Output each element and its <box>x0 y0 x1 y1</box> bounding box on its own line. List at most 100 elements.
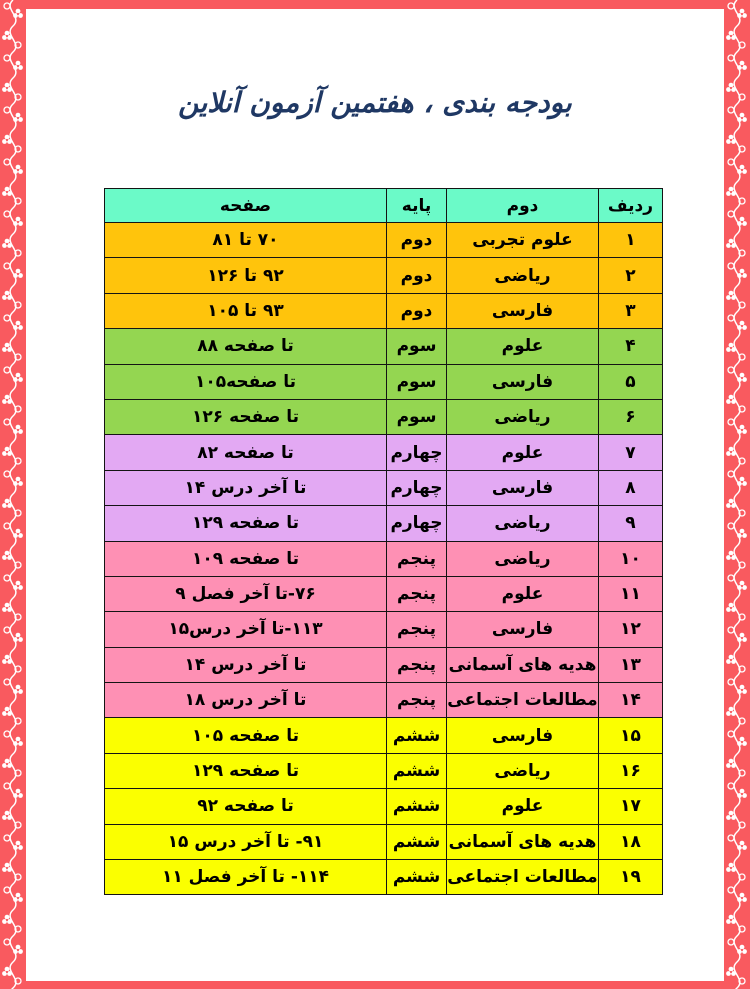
cell-page: تا آخر درس ۱۴ <box>104 469 387 507</box>
table-row: ۸ فارسی چهارم تا آخر درس ۱۴ <box>104 469 663 507</box>
cell-subject: ریاضی <box>446 257 599 294</box>
cell-radif: ۱۳ <box>598 646 663 684</box>
cell-subject: فارسی <box>446 717 599 754</box>
cell-grade: ششم <box>386 717 447 754</box>
table-row: ۱۸ هدیه های آسمانی ششم ۹۱- تا آخر درس ۱۵ <box>104 823 663 861</box>
cell-radif: ۵ <box>598 363 663 400</box>
cell-subject: مطالعات اجتماعی <box>446 682 599 719</box>
table-header-row: ردیف دوم پایه صفحه <box>104 188 663 223</box>
cell-grade: چهارم <box>386 434 447 471</box>
table-row: ۱۹ مطالعات اجتماعی ششم ۱۱۴- تا آخر فصل ۱… <box>104 859 663 896</box>
cell-grade: چهارم <box>386 469 447 507</box>
floral-vine-pattern-icon <box>726 0 747 989</box>
cell-page: تا آخر درس ۱۴ <box>104 646 387 684</box>
cell-grade: پنجم <box>386 611 447 648</box>
cell-page: تا صفحه ۸۸ <box>104 328 387 365</box>
cell-grade: ششم <box>386 788 447 825</box>
cell-radif: ۶ <box>598 398 663 436</box>
table-row: ۳ فارسی دوم ۹۳ تا ۱۰۵ <box>104 292 663 330</box>
cell-radif: ۱۱ <box>598 575 663 613</box>
cell-grade: دوم <box>386 221 447 259</box>
cell-radif: ۱۹ <box>598 859 663 896</box>
table-row: ۷ علوم چهارم تا صفحه ۸۲ <box>104 434 663 471</box>
cell-page: ۹۱- تا آخر درس ۱۵ <box>104 823 387 861</box>
header-radif: ردیف <box>598 188 663 223</box>
cell-grade: دوم <box>386 292 447 330</box>
cell-grade: ششم <box>386 823 447 861</box>
table-row: ۱۶ ریاضی ششم تا صفحه ۱۲۹ <box>104 752 663 790</box>
cell-page: تا صفحه ۱۰۵ <box>104 717 387 754</box>
decorative-border-left <box>0 0 26 989</box>
cell-radif: ۷ <box>598 434 663 471</box>
cell-subject: ریاضی <box>446 752 599 790</box>
cell-grade: پنجم <box>386 540 447 577</box>
cell-subject: علوم تجربی <box>446 221 599 259</box>
cell-radif: ۱۰ <box>598 540 663 577</box>
cell-grade: سوم <box>386 398 447 436</box>
cell-radif: ۴ <box>598 328 663 365</box>
cell-subject: مطالعات اجتماعی <box>446 859 599 896</box>
cell-subject: ریاضی <box>446 398 599 436</box>
table-row: ۱۱ علوم پنجم ۷۶-تا آخر فصل ۹ <box>104 575 663 613</box>
cell-page: تا صفحه ۹۲ <box>104 788 387 825</box>
cell-grade: سوم <box>386 363 447 400</box>
table-row: ۱۵ فارسی ششم تا صفحه ۱۰۵ <box>104 717 663 754</box>
cell-page: تا صفحه ۸۲ <box>104 434 387 471</box>
cell-page: ۷۶-تا آخر فصل ۹ <box>104 575 387 613</box>
cell-subject: فارسی <box>446 363 599 400</box>
cell-page: تا صفحه ۱۲۹ <box>104 505 387 542</box>
cell-page: تا صفحه ۱۲۹ <box>104 752 387 790</box>
decorative-border-right <box>724 0 750 989</box>
header-grade: پایه <box>386 188 447 223</box>
cell-page: تا صفحه ۱۰۹ <box>104 540 387 577</box>
table-row: ۲ ریاضی دوم ۹۲ تا ۱۲۶ <box>104 257 663 294</box>
page-title: بودجه بندی ، هفتمین آزمون آنلاین <box>178 86 572 119</box>
table-row: ۵ فارسی سوم تا صفحه۱۰۵ <box>104 363 663 400</box>
table-row: ۶ ریاضی سوم تا صفحه ۱۲۶ <box>104 398 663 436</box>
table-row: ۱۴ مطالعات اجتماعی پنجم تا آخر درس ۱۸ <box>104 682 663 719</box>
cell-page: ۱۱۳-تا آخر درس۱۵ <box>104 611 387 648</box>
cell-subject: ریاضی <box>446 505 599 542</box>
table-row: ۹ ریاضی چهارم تا صفحه ۱۲۹ <box>104 505 663 542</box>
cell-radif: ۱۲ <box>598 611 663 648</box>
cell-radif: ۲ <box>598 257 663 294</box>
cell-grade: پنجم <box>386 646 447 684</box>
cell-subject: فارسی <box>446 611 599 648</box>
header-page: صفحه <box>104 188 387 223</box>
cell-page: ۱۱۴- تا آخر فصل ۱۱ <box>104 859 387 896</box>
cell-radif: ۱۵ <box>598 717 663 754</box>
budget-table: ردیف دوم پایه صفحه ۱ علوم تجربی دوم ۷۰ ت… <box>104 188 663 896</box>
cell-radif: ۹ <box>598 505 663 542</box>
header-subject: دوم <box>446 188 599 223</box>
cell-grade: پنجم <box>386 682 447 719</box>
cell-subject: فارسی <box>446 469 599 507</box>
cell-page: ۷۰ تا ۸۱ <box>104 221 387 259</box>
cell-subject: علوم <box>446 434 599 471</box>
cell-subject: هدیه های آسمانی <box>446 823 599 861</box>
cell-radif: ۱۸ <box>598 823 663 861</box>
cell-page: تا صفحه ۱۲۶ <box>104 398 387 436</box>
cell-radif: ۸ <box>598 469 663 507</box>
decorative-border-bottom <box>0 981 750 989</box>
cell-radif: ۱ <box>598 221 663 259</box>
cell-radif: ۳ <box>598 292 663 330</box>
cell-radif: ۱۶ <box>598 752 663 790</box>
cell-page: ۹۳ تا ۱۰۵ <box>104 292 387 330</box>
cell-grade: چهارم <box>386 505 447 542</box>
cell-page: ۹۲ تا ۱۲۶ <box>104 257 387 294</box>
cell-subject: ریاضی <box>446 540 599 577</box>
cell-subject: علوم <box>446 328 599 365</box>
table-row: ۱۲ فارسی پنجم ۱۱۳-تا آخر درس۱۵ <box>104 611 663 648</box>
cell-page: تا صفحه۱۰۵ <box>104 363 387 400</box>
cell-grade: ششم <box>386 752 447 790</box>
table-row: ۴ علوم سوم تا صفحه ۸۸ <box>104 328 663 365</box>
table-row: ۱۳ هدیه های آسمانی پنجم تا آخر درس ۱۴ <box>104 646 663 684</box>
decorative-border-top <box>0 0 750 9</box>
cell-radif: ۱۴ <box>598 682 663 719</box>
cell-grade: سوم <box>386 328 447 365</box>
table-row: ۱۷ علوم ششم تا صفحه ۹۲ <box>104 788 663 825</box>
cell-subject: هدیه های آسمانی <box>446 646 599 684</box>
cell-page: تا آخر درس ۱۸ <box>104 682 387 719</box>
cell-grade: ششم <box>386 859 447 896</box>
